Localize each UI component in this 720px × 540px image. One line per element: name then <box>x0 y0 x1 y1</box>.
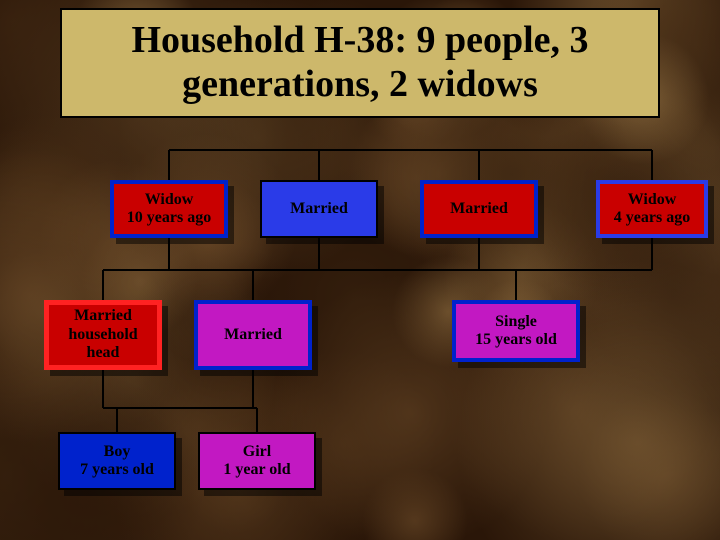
node-girl: Girl 1 year old <box>198 432 316 490</box>
node-married1: Married <box>260 180 378 238</box>
node-boy: Boy 7 years old <box>58 432 176 490</box>
slide: Household H-38: 9 people, 3 generations,… <box>0 0 720 540</box>
node-widow4: Widow 4 years ago <box>596 180 708 238</box>
node-single: Single 15 years old <box>452 300 580 362</box>
node-head: Married household head <box>44 300 162 370</box>
node-widow10: Widow 10 years ago <box>110 180 228 238</box>
node-married2: Married <box>420 180 538 238</box>
node-spouse: Married <box>194 300 312 370</box>
